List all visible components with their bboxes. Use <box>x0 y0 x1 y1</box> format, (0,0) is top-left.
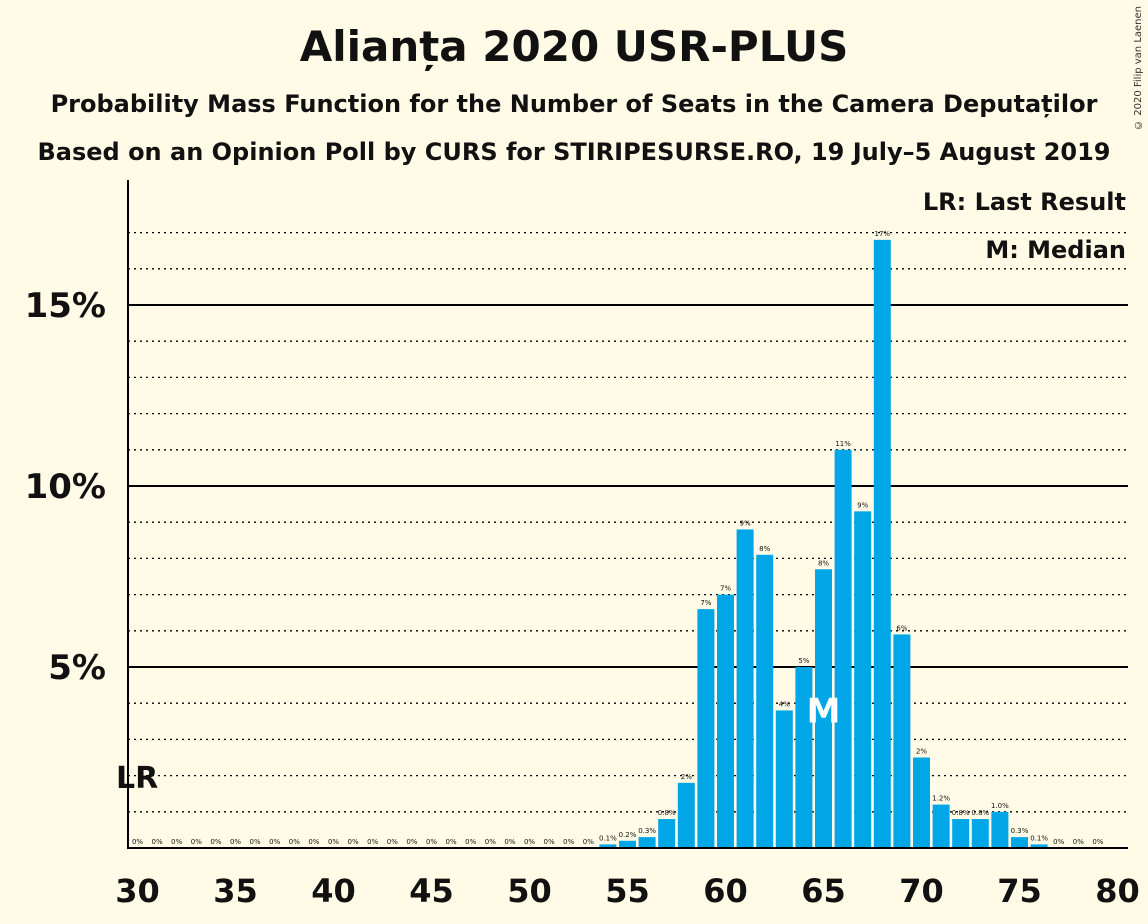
bar-value-label: 5% <box>798 657 809 665</box>
bar-value-label: 0% <box>426 838 437 846</box>
bar-value-label: 0.1% <box>1030 834 1048 842</box>
x-tick-label: 45 <box>409 872 454 910</box>
bar-value-label: 0.3% <box>638 827 656 835</box>
chart-title: Alianța 2020 USR-PLUS <box>299 22 849 71</box>
bar <box>893 634 911 848</box>
y-tick-label: 10% <box>25 467 106 507</box>
x-tick-label: 70 <box>899 872 944 910</box>
legend-entry: LR: Last Result <box>923 188 1126 216</box>
bar-value-label: 1.0% <box>991 802 1009 810</box>
bar-value-label: 0% <box>171 838 182 846</box>
bar <box>1011 837 1028 848</box>
bar-value-label: 0% <box>387 838 398 846</box>
bar <box>638 837 656 848</box>
legend-entry: M: Median <box>985 236 1126 264</box>
bar-value-label: 9% <box>857 501 868 509</box>
bar-value-label: 0% <box>269 838 280 846</box>
chart-source-line: Based on an Opinion Poll by CURS for STI… <box>37 138 1111 166</box>
bar <box>599 844 617 848</box>
bar <box>717 594 734 848</box>
bar <box>952 819 970 848</box>
bar-value-label: 11% <box>835 440 851 448</box>
bar-value-label: 0.8% <box>658 809 676 817</box>
bar-value-label: 17% <box>875 230 891 238</box>
bar-value-label: 0% <box>485 838 496 846</box>
bar-value-label: 0% <box>406 838 417 846</box>
bar-value-label: 0.8% <box>952 809 970 817</box>
bar-value-label: 0% <box>563 838 574 846</box>
bar <box>795 667 813 848</box>
bar-value-label: 7% <box>720 585 731 593</box>
bar <box>913 757 930 848</box>
bar <box>658 819 676 848</box>
bar-value-label: 0.1% <box>599 834 617 842</box>
bar-value-label: 9% <box>740 519 751 527</box>
bar <box>775 710 793 848</box>
bar-value-label: 7% <box>700 599 711 607</box>
bar-value-label: 0% <box>308 838 319 846</box>
bar-value-label: 0.8% <box>971 809 989 817</box>
bar <box>736 529 754 848</box>
bar-value-label: 1.2% <box>932 795 950 803</box>
bar-value-label: 0% <box>1053 838 1064 846</box>
bar <box>619 840 636 848</box>
bar-value-label: 0.3% <box>1011 827 1029 835</box>
x-tick-label: 75 <box>997 872 1042 910</box>
bar <box>971 819 989 848</box>
chart-subtitle: Probability Mass Function for the Number… <box>50 90 1098 118</box>
x-tick-label: 50 <box>507 872 552 910</box>
bar-value-label: 0% <box>524 838 535 846</box>
bar <box>873 239 891 849</box>
bar <box>854 511 872 848</box>
bar-value-label: 0% <box>583 838 594 846</box>
x-tick-label: 55 <box>605 872 650 910</box>
bar-value-label: 2% <box>916 748 927 756</box>
bar <box>756 554 774 848</box>
y-tick-label: 5% <box>48 648 106 688</box>
bar <box>991 811 1009 848</box>
bar-value-label: 0% <box>1073 838 1084 846</box>
y-tick-label: 15% <box>25 286 106 326</box>
x-tick-label: 35 <box>213 872 258 910</box>
bar-value-label: 0% <box>1092 838 1103 846</box>
bar <box>1030 844 1048 848</box>
bar-value-label: 0% <box>446 838 457 846</box>
x-tick-label: 60 <box>703 872 748 910</box>
bar-value-label: 6% <box>896 624 907 632</box>
bar <box>677 782 695 848</box>
bar-value-label: 4% <box>779 700 790 708</box>
bar <box>815 569 832 848</box>
bar-value-label: 0% <box>132 838 143 846</box>
bar-value-label: 0% <box>210 838 221 846</box>
bar-value-label: 0% <box>152 838 163 846</box>
bar <box>834 449 852 848</box>
bar-value-label: 0.2% <box>619 831 637 839</box>
last-result-marker: LR <box>116 761 158 796</box>
bar-value-label: 0% <box>544 838 555 846</box>
bar-value-label: 0% <box>289 838 300 846</box>
bar-value-label: 0% <box>367 838 378 846</box>
bar <box>697 609 715 848</box>
median-marker: M <box>807 692 841 732</box>
bar-value-label: 0% <box>328 838 339 846</box>
bar-value-label: 0% <box>504 838 515 846</box>
bar-value-label: 0% <box>465 838 476 846</box>
bar-value-label: 0% <box>250 838 261 846</box>
x-tick-label: 40 <box>311 872 356 910</box>
bar-value-label: 2% <box>681 773 692 781</box>
bar <box>932 804 950 848</box>
bar-value-label: 8% <box>759 545 770 553</box>
bar-value-label: 8% <box>818 559 829 567</box>
bar-value-label: 0% <box>348 838 359 846</box>
x-tick-label: 30 <box>115 872 160 910</box>
bar-value-label: 0% <box>191 838 202 846</box>
x-tick-label: 65 <box>801 872 846 910</box>
bar-value-label: 0% <box>230 838 241 846</box>
x-tick-label: 80 <box>1095 872 1140 910</box>
